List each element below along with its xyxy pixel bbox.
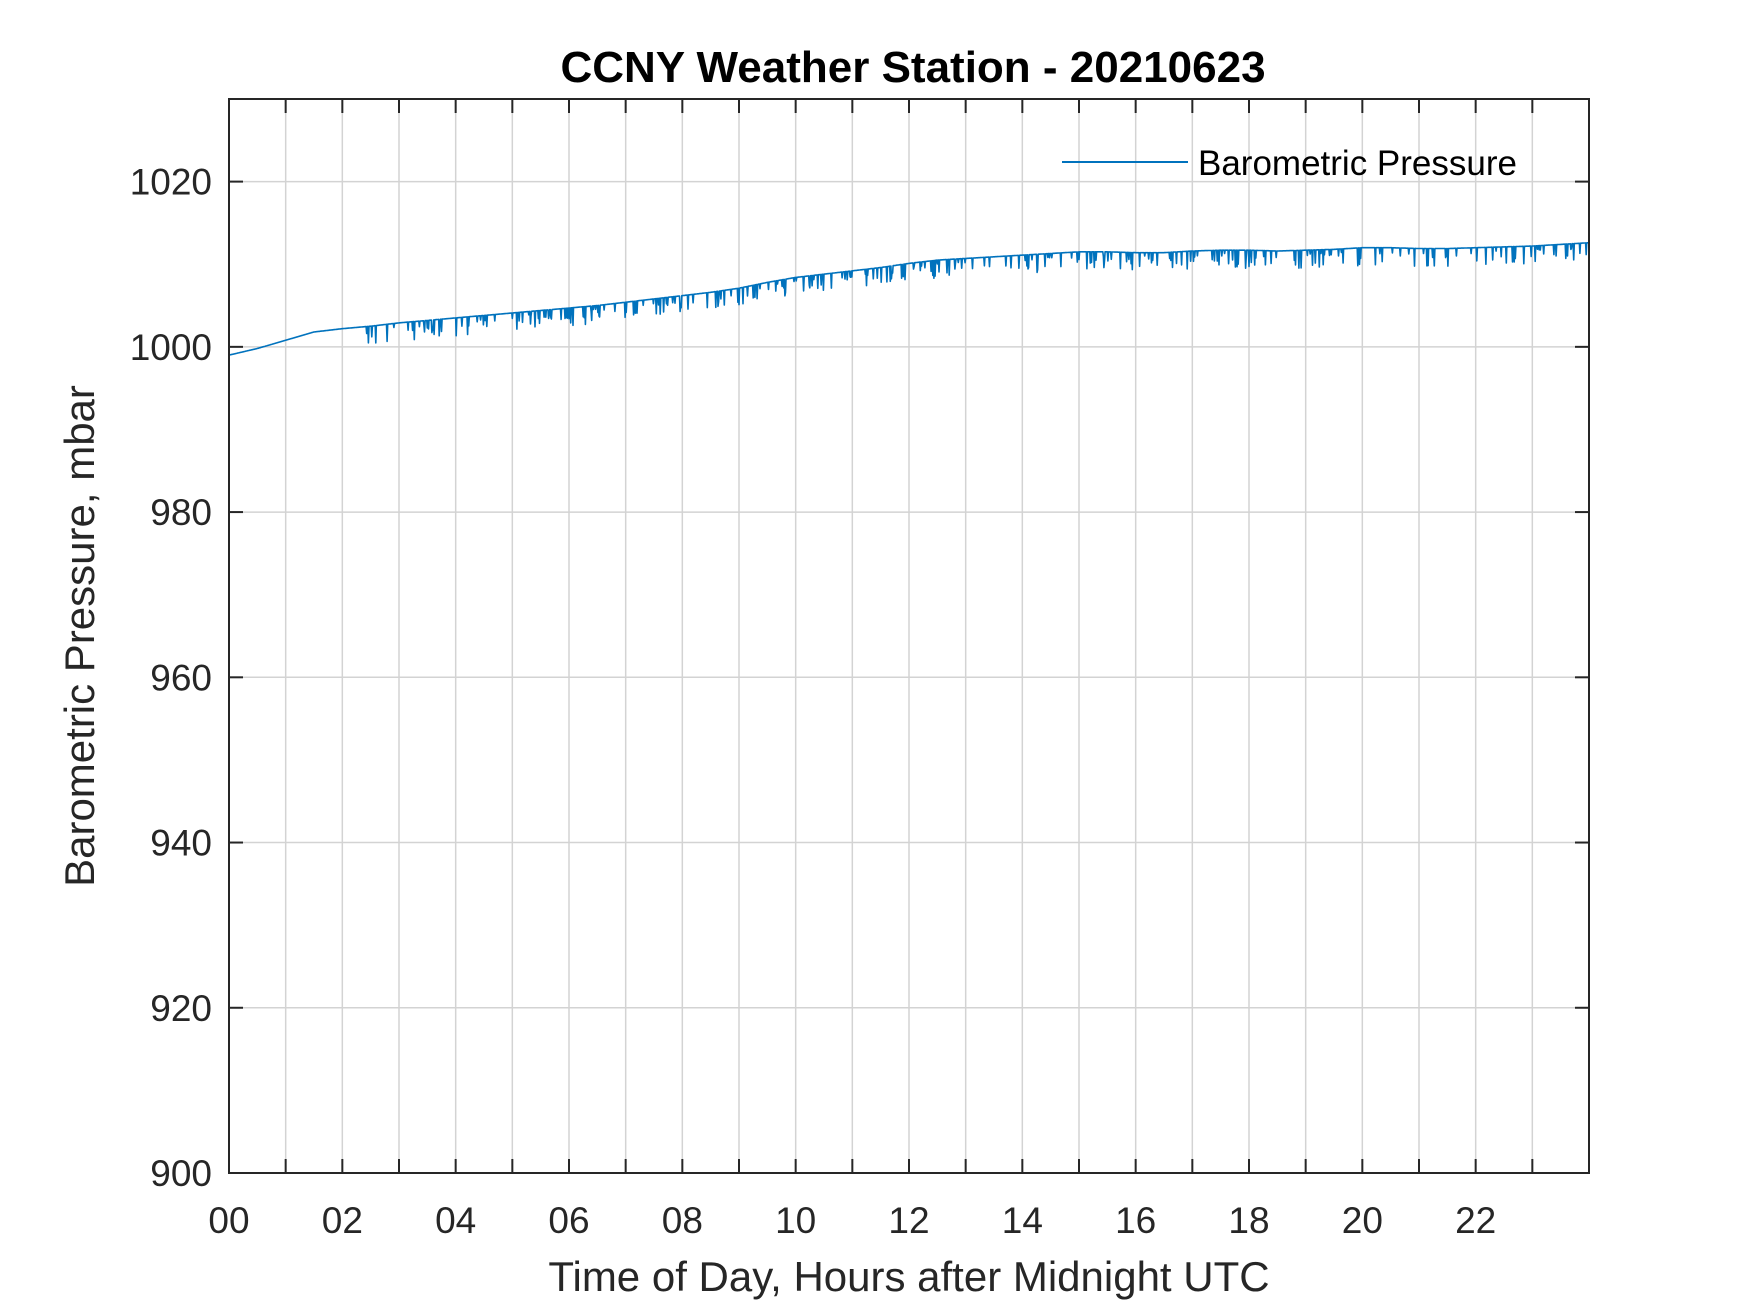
series-line: [228, 242, 1590, 356]
x-tick-label: 22: [1455, 1200, 1496, 1241]
y-tick-label: 920: [150, 988, 212, 1029]
x-tick-label: 18: [1228, 1200, 1269, 1241]
tick-marks: [229, 99, 1589, 1173]
y-tick-labels: 900 920 940 960 980 1000 1020: [130, 162, 212, 1194]
legend-label: Barometric Pressure: [1198, 144, 1517, 183]
x-tick-label: 10: [775, 1200, 816, 1241]
x-tick-label: 16: [1115, 1200, 1156, 1241]
y-axis-label: Barometric Pressure, mbar: [56, 385, 103, 887]
chart-title: CCNY Weather Station - 20210623: [560, 43, 1265, 92]
y-tick-label: 900: [150, 1153, 212, 1194]
y-tick-label: 1020: [130, 162, 212, 203]
legend: Barometric Pressure: [1062, 144, 1517, 183]
x-tick-label: 00: [208, 1200, 249, 1241]
x-axis-label: Time of Day, Hours after Midnight UTC: [548, 1253, 1269, 1300]
x-tick-label: 08: [662, 1200, 703, 1241]
y-tick-label: 980: [150, 492, 212, 533]
x-tick-label: 14: [1002, 1200, 1043, 1241]
x-tick-labels: 00 02 04 06 08 10 12 14 16 18 20 22: [208, 1200, 1496, 1241]
x-tick-label: 20: [1342, 1200, 1383, 1241]
grid-lines: [229, 99, 1589, 1173]
plot-frame: [228, 98, 1590, 1174]
y-tick-label: 960: [150, 657, 212, 698]
y-tick-label: 940: [150, 823, 212, 864]
x-tick-label: 02: [322, 1200, 363, 1241]
x-tick-label: 12: [888, 1200, 929, 1241]
x-tick-label: 06: [548, 1200, 589, 1241]
x-tick-label: 04: [435, 1200, 476, 1241]
series-lines: [228, 242, 1590, 356]
y-tick-label: 1000: [130, 327, 212, 368]
